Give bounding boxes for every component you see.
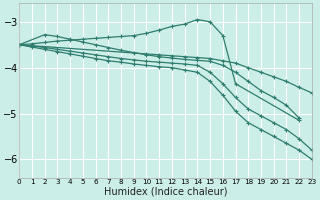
X-axis label: Humidex (Indice chaleur): Humidex (Indice chaleur) — [104, 187, 227, 197]
